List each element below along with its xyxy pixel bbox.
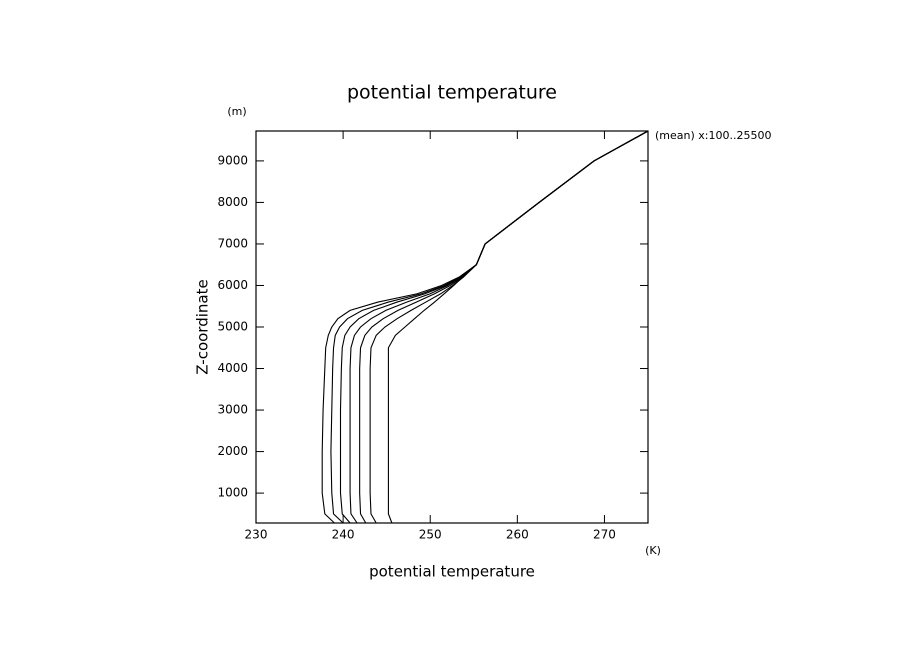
profile-line (321, 130, 649, 524)
x-tick-label: 230 (245, 528, 268, 542)
y-unit: (m) (227, 105, 246, 118)
x-axis-label: potential temperature (369, 563, 535, 581)
y-tick-label: 7000 (217, 236, 248, 250)
x-tick-label: 250 (419, 528, 442, 542)
y-tick-label: 1000 (217, 486, 248, 500)
y-tick-label: 9000 (217, 153, 248, 167)
annotation: (mean) x:100..25500 (655, 129, 771, 142)
y-tick-label: 4000 (217, 361, 248, 375)
x-unit: (K) (645, 544, 661, 557)
y-tick-label: 5000 (217, 320, 248, 334)
chart-title: potential temperature (347, 82, 557, 104)
y-tick-label: 2000 (217, 444, 248, 458)
y-tick-label: 3000 (217, 403, 248, 417)
y-tick-label: 8000 (217, 195, 248, 209)
x-tick-label: 270 (593, 528, 616, 542)
x-tick-label: 260 (506, 528, 529, 542)
x-tick-label: 240 (332, 528, 355, 542)
y-tick-label: 6000 (217, 278, 248, 292)
y-axis-label: Z-coordinate (194, 279, 212, 374)
